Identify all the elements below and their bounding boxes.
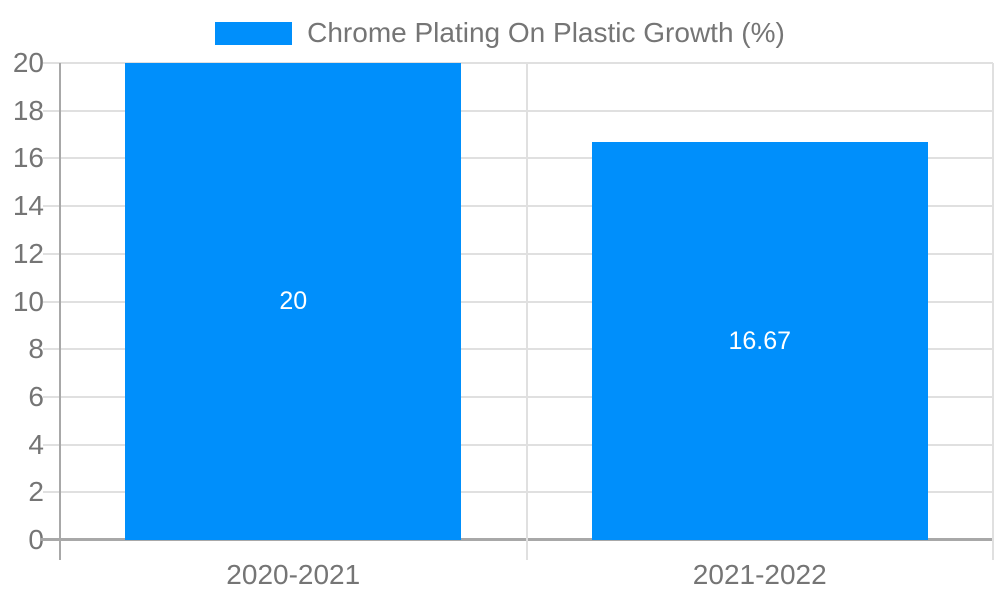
y-axis-tick-label: 16 — [12, 142, 44, 174]
y-gridline — [43, 443, 993, 446]
x-gridline — [992, 63, 994, 560]
y-axis-tick-label: 18 — [12, 94, 44, 126]
y-axis-tick-label: 6 — [28, 380, 44, 412]
y-gridline — [43, 491, 993, 494]
x-axis-line — [40, 538, 993, 541]
bar-value-label: 16.67 — [728, 326, 792, 355]
y-gridline — [43, 300, 993, 303]
y-gridline — [43, 109, 993, 112]
y-axis-tick-label: 0 — [28, 524, 44, 555]
bar[interactable]: 20 — [125, 63, 462, 540]
y-axis-tick-label: 12 — [12, 237, 44, 269]
y-axis-tick-label: 8 — [28, 333, 44, 365]
x-gridline — [525, 63, 528, 560]
y-gridline — [43, 395, 993, 398]
y-axis-line — [59, 63, 61, 560]
y-axis-tick-label: 4 — [28, 428, 44, 460]
bar[interactable]: 16.67 — [591, 142, 928, 540]
legend-swatch — [215, 21, 293, 45]
y-gridline — [43, 252, 993, 255]
y-gridline — [43, 62, 993, 64]
y-gridline — [43, 205, 993, 208]
bar-value-label: 20 — [279, 287, 308, 315]
y-axis-tick-label: 2 — [28, 476, 44, 508]
legend-label: Chrome Plating On Plastic Growth (%) — [307, 17, 785, 48]
plot-area: 0 2 4 6 8 10 12 14 16 18 20 20 2020-2021 16.67 2021-20… — [13, 49, 994, 589]
y-axis-tick-label: 10 — [12, 285, 44, 317]
y-gridline — [43, 348, 993, 351]
y-gridline — [43, 157, 993, 160]
y-axis-tick-label: 20 — [12, 47, 44, 78]
legend[interactable]: Chrome Plating On Plastic Growth (%) — [0, 17, 1000, 49]
x-axis-category-label: 2021-2022 — [692, 559, 827, 590]
y-axis-tick-label: 14 — [12, 190, 44, 222]
x-axis-category-label: 2020-2021 — [226, 559, 361, 590]
